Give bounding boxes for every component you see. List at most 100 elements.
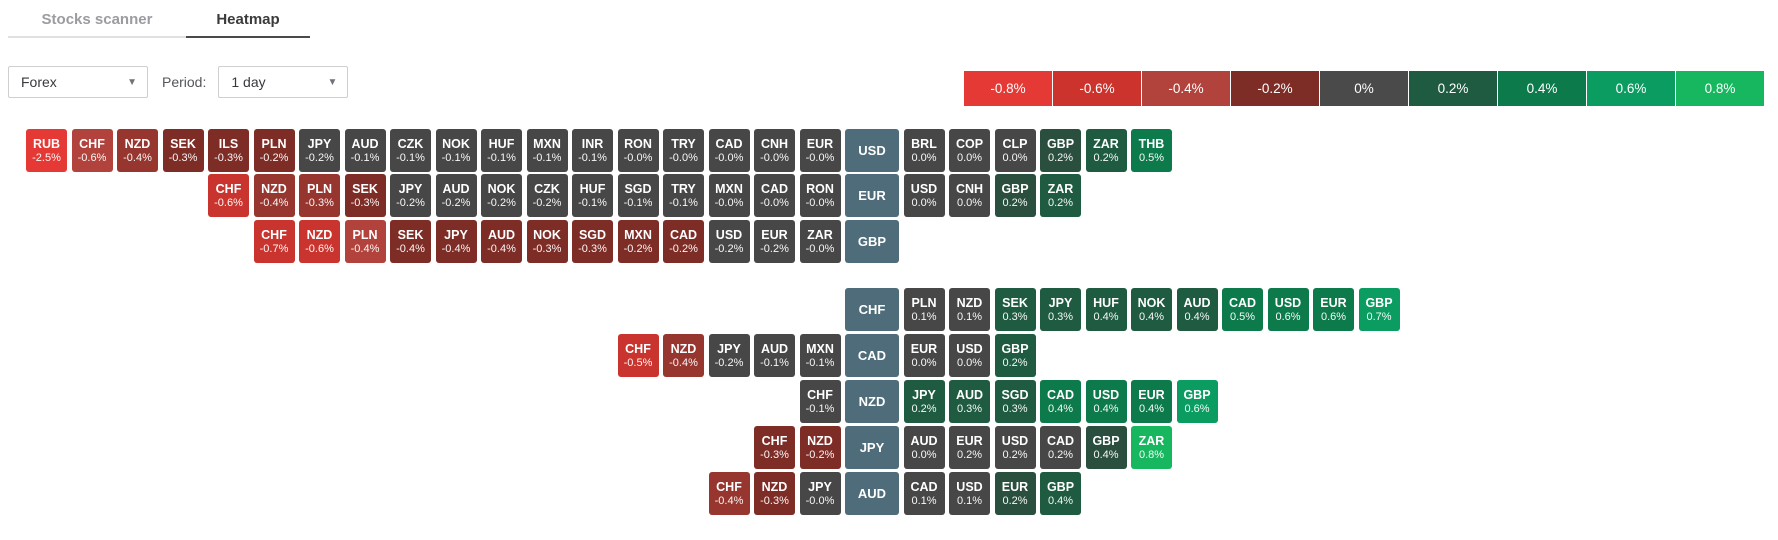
heatmap-cell-cad-gbp[interactable]: GBP 0.2% bbox=[994, 334, 1036, 377]
heatmap-cell-usd-cop[interactable]: COP 0.0% bbox=[949, 129, 990, 172]
heatmap-cell-chf-pln[interactable]: PLN 0.1% bbox=[903, 288, 945, 331]
heatmap-cell-eur-cnh[interactable]: CNH 0.0% bbox=[949, 174, 990, 217]
heatmap-cell-eur-czk[interactable]: CZK -0.2% bbox=[526, 174, 568, 217]
heatmap-cell-usd-czk[interactable]: CZK -0.1% bbox=[390, 129, 431, 172]
heatmap-cell-gbp-zar[interactable]: ZAR -0.0% bbox=[799, 220, 841, 263]
heatmap-cell-jpy-chf[interactable]: CHF -0.3% bbox=[754, 426, 795, 469]
heatmap-cell-jpy-gbp[interactable]: GBP 0.4% bbox=[1085, 426, 1127, 469]
heatmap-cell-jpy-zar[interactable]: ZAR 0.8% bbox=[1131, 426, 1172, 469]
heatmap-cell-nzd-aud[interactable]: AUD 0.3% bbox=[949, 380, 990, 423]
period-dropdown[interactable]: 1 day ▼ bbox=[218, 66, 349, 98]
heatmap-cell-aud-jpy[interactable]: JPY -0.0% bbox=[799, 472, 841, 515]
heatmap-cell-jpy-aud[interactable]: AUD 0.0% bbox=[903, 426, 945, 469]
heatmap-cell-nzd-usd[interactable]: USD 0.4% bbox=[1085, 380, 1127, 423]
heatmap-cell-usd-nzd[interactable]: NZD -0.4% bbox=[117, 129, 158, 172]
heatmap-cell-chf-eur[interactable]: EUR 0.6% bbox=[1313, 288, 1354, 331]
tab-heatmap[interactable]: Heatmap bbox=[186, 8, 310, 38]
heatmap-cell-eur-gbp[interactable]: GBP 0.2% bbox=[994, 174, 1036, 217]
heatmap-cell-jpy-nzd[interactable]: NZD -0.2% bbox=[799, 426, 841, 469]
heatmap-cell-usd-chf[interactable]: CHF -0.6% bbox=[71, 129, 113, 172]
heatmap-cell-gbp-eur[interactable]: EUR -0.2% bbox=[754, 220, 795, 263]
heatmap-cell-gbp-pln[interactable]: PLN -0.4% bbox=[344, 220, 386, 263]
heatmap-cell-aud-usd[interactable]: USD 0.1% bbox=[949, 472, 990, 515]
heatmap-cell-cad-chf[interactable]: CHF -0.5% bbox=[617, 334, 659, 377]
heatmap-cell-chf-huf[interactable]: HUF 0.4% bbox=[1085, 288, 1127, 331]
heatmap-cell-gbp-nzd[interactable]: NZD -0.6% bbox=[299, 220, 340, 263]
heatmap-cell-eur-chf[interactable]: CHF -0.6% bbox=[208, 174, 249, 217]
heatmap-cell-usd-zar[interactable]: ZAR 0.2% bbox=[1085, 129, 1127, 172]
heatmap-cell-aud-nzd[interactable]: NZD -0.3% bbox=[754, 472, 795, 515]
heatmap-cell-chf-nzd[interactable]: NZD 0.1% bbox=[949, 288, 990, 331]
heatmap-cell-eur-nzd[interactable]: NZD -0.4% bbox=[253, 174, 295, 217]
heatmap-cell-gbp-mxn[interactable]: MXN -0.2% bbox=[617, 220, 659, 263]
heatmap-cell-cad-nzd[interactable]: NZD -0.4% bbox=[663, 334, 704, 377]
heatmap-cell-gbp-sgd[interactable]: SGD -0.3% bbox=[572, 220, 613, 263]
heatmap-cell-aud-gbp[interactable]: GBP 0.4% bbox=[1040, 472, 1081, 515]
heatmap-cell-nzd-chf[interactable]: CHF -0.1% bbox=[799, 380, 841, 423]
heatmap-cell-usd-ron[interactable]: RON -0.0% bbox=[617, 129, 659, 172]
heatmap-cell-eur-jpy[interactable]: JPY -0.2% bbox=[390, 174, 431, 217]
heatmap-cell-eur-aud[interactable]: AUD -0.2% bbox=[435, 174, 477, 217]
heatmap-cell-gbp-chf[interactable]: CHF -0.7% bbox=[253, 220, 295, 263]
heatmap-cell-gbp-aud[interactable]: AUD -0.4% bbox=[481, 220, 522, 263]
heatmap-cell-usd-huf[interactable]: HUF -0.1% bbox=[481, 129, 522, 172]
heatmap-cell-eur-usd[interactable]: USD 0.0% bbox=[903, 174, 945, 217]
heatmap-cell-eur-nok[interactable]: NOK -0.2% bbox=[481, 174, 522, 217]
heatmap-cell-aud-eur[interactable]: EUR 0.2% bbox=[994, 472, 1036, 515]
heatmap-cell-usd-gbp[interactable]: GBP 0.2% bbox=[1040, 129, 1081, 172]
heatmap-cell-jpy-cad[interactable]: CAD 0.2% bbox=[1040, 426, 1081, 469]
heatmap-cell-usd-clp[interactable]: CLP 0.0% bbox=[994, 129, 1036, 172]
heatmap-cell-usd-rub[interactable]: RUB -2.5% bbox=[26, 129, 67, 172]
heatmap-cell-usd-aud[interactable]: AUD -0.1% bbox=[344, 129, 386, 172]
heatmap-cell-nzd-sgd[interactable]: SGD 0.3% bbox=[994, 380, 1036, 423]
heatmap-cell-nzd-jpy[interactable]: JPY 0.2% bbox=[903, 380, 945, 423]
heatmap-cell-usd-nok[interactable]: NOK -0.1% bbox=[435, 129, 477, 172]
tab-stocks-scanner[interactable]: Stocks scanner bbox=[8, 8, 186, 38]
heatmap-cell-chf-usd[interactable]: USD 0.6% bbox=[1267, 288, 1309, 331]
heatmap-cell-nzd-gbp[interactable]: GBP 0.6% bbox=[1176, 380, 1218, 423]
heatmap-cell-usd-thb[interactable]: THB 0.5% bbox=[1131, 129, 1172, 172]
heatmap-cell-usd-pln[interactable]: PLN -0.2% bbox=[253, 129, 295, 172]
heatmap-cell-chf-aud[interactable]: AUD 0.4% bbox=[1176, 288, 1218, 331]
heatmap-cell-nzd-eur[interactable]: EUR 0.4% bbox=[1131, 380, 1172, 423]
heatmap-cell-usd-mxn[interactable]: MXN -0.1% bbox=[526, 129, 568, 172]
heatmap-cell-chf-cad[interactable]: CAD 0.5% bbox=[1222, 288, 1263, 331]
heatmap-cell-cad-eur[interactable]: EUR 0.0% bbox=[903, 334, 945, 377]
heatmap-cell-usd-jpy[interactable]: JPY -0.2% bbox=[299, 129, 340, 172]
heatmap-cell-eur-zar[interactable]: ZAR 0.2% bbox=[1040, 174, 1081, 217]
heatmap-cell-eur-sek[interactable]: SEK -0.3% bbox=[344, 174, 386, 217]
heatmap-cell-jpy-usd[interactable]: USD 0.2% bbox=[994, 426, 1036, 469]
heatmap-cell-chf-jpy[interactable]: JPY 0.3% bbox=[1040, 288, 1081, 331]
heatmap-cell-eur-try[interactable]: TRY -0.1% bbox=[663, 174, 704, 217]
heatmap-cell-cad-usd[interactable]: USD 0.0% bbox=[949, 334, 990, 377]
heatmap-cell-usd-ils[interactable]: ILS -0.3% bbox=[208, 129, 249, 172]
heatmap-cell-cad-aud[interactable]: AUD -0.1% bbox=[754, 334, 795, 377]
heatmap-cell-eur-huf[interactable]: HUF -0.1% bbox=[572, 174, 613, 217]
heatmap-cell-cad-mxn[interactable]: MXN -0.1% bbox=[799, 334, 841, 377]
heatmap-cell-usd-eur[interactable]: EUR -0.0% bbox=[799, 129, 841, 172]
heatmap-cell-usd-try[interactable]: TRY -0.0% bbox=[663, 129, 704, 172]
heatmap-cell-usd-cnh[interactable]: CNH -0.0% bbox=[754, 129, 795, 172]
heatmap-cell-gbp-jpy[interactable]: JPY -0.4% bbox=[435, 220, 477, 263]
heatmap-cell-eur-mxn[interactable]: MXN -0.0% bbox=[708, 174, 750, 217]
heatmap-cell-gbp-sek[interactable]: SEK -0.4% bbox=[390, 220, 431, 263]
heatmap-cell-chf-nok[interactable]: NOK 0.4% bbox=[1131, 288, 1172, 331]
heatmap-cell-cad-jpy[interactable]: JPY -0.2% bbox=[708, 334, 750, 377]
heatmap-cell-chf-gbp[interactable]: GBP 0.7% bbox=[1358, 288, 1400, 331]
heatmap-cell-usd-inr[interactable]: INR -0.1% bbox=[572, 129, 613, 172]
heatmap-cell-usd-brl[interactable]: BRL 0.0% bbox=[903, 129, 945, 172]
heatmap-cell-chf-sek[interactable]: SEK 0.3% bbox=[994, 288, 1036, 331]
heatmap-cell-eur-ron[interactable]: RON -0.0% bbox=[799, 174, 841, 217]
heatmap-cell-eur-cad[interactable]: CAD -0.0% bbox=[754, 174, 795, 217]
heatmap-cell-aud-cad[interactable]: CAD 0.1% bbox=[903, 472, 945, 515]
heatmap-cell-jpy-eur[interactable]: EUR 0.2% bbox=[949, 426, 990, 469]
heatmap-cell-eur-pln[interactable]: PLN -0.3% bbox=[299, 174, 340, 217]
heatmap-cell-gbp-usd[interactable]: USD -0.2% bbox=[708, 220, 750, 263]
heatmap-cell-eur-sgd[interactable]: SGD -0.1% bbox=[617, 174, 659, 217]
heatmap-cell-usd-cad[interactable]: CAD -0.0% bbox=[708, 129, 750, 172]
heatmap-cell-usd-sek[interactable]: SEK -0.3% bbox=[162, 129, 204, 172]
heatmap-cell-gbp-cad[interactable]: CAD -0.2% bbox=[663, 220, 704, 263]
heatmap-cell-gbp-nok[interactable]: NOK -0.3% bbox=[526, 220, 568, 263]
heatmap-cell-nzd-cad[interactable]: CAD 0.4% bbox=[1040, 380, 1081, 423]
heatmap-cell-aud-chf[interactable]: CHF -0.4% bbox=[708, 472, 750, 515]
